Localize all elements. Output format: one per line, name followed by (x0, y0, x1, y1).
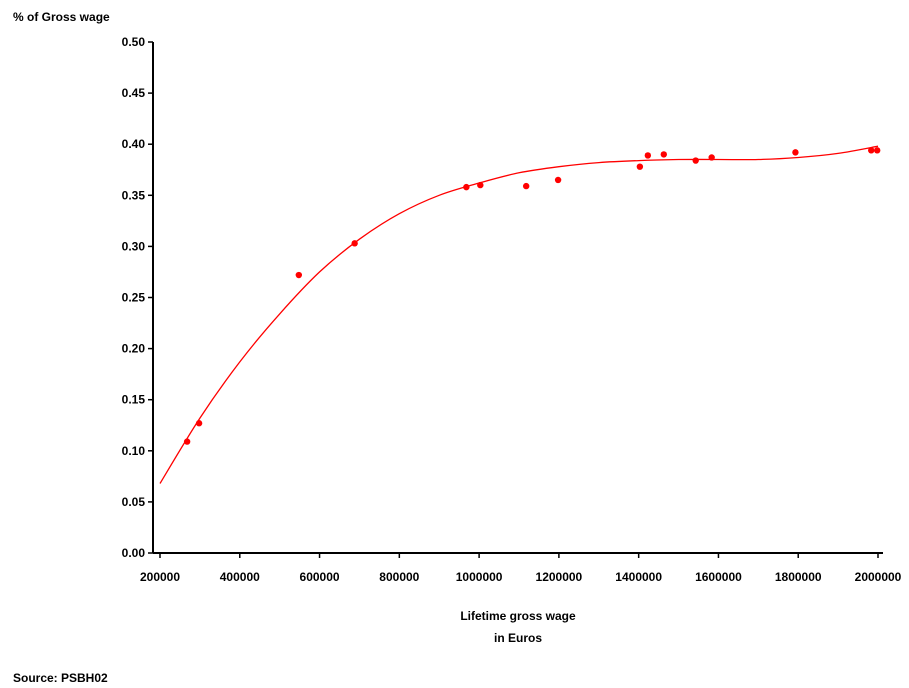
data-point (660, 151, 667, 158)
y-tick-label: 0.00 (122, 546, 146, 560)
x-tick-label: 1000000 (456, 570, 503, 584)
plot-axes (152, 42, 883, 554)
y-tick-label: 0.10 (122, 444, 146, 458)
data-point (636, 163, 644, 170)
x-tick-label: 200000 (140, 570, 180, 584)
data-point (522, 182, 530, 190)
x-tick-label: 800000 (379, 570, 419, 584)
x-tick-label: 1400000 (615, 570, 662, 584)
x-axis-title-line-1: Lifetime gross wage (460, 609, 576, 623)
y-tick-label: 0.25 (122, 291, 146, 305)
data-point (554, 176, 562, 184)
data-point (295, 271, 303, 279)
x-tick-label: 1600000 (695, 570, 742, 584)
data-point (477, 181, 484, 189)
x-tick-label: 600000 (300, 570, 340, 584)
x-tick-label: 2000000 (855, 570, 902, 584)
y-tick-label: 0.45 (122, 86, 146, 100)
data-point (692, 157, 699, 164)
data-point (644, 152, 652, 159)
data-point (183, 438, 191, 445)
data-point (351, 240, 358, 247)
y-tick-label: 0.20 (122, 342, 146, 356)
data-points (183, 147, 881, 445)
x-tick-label: 1800000 (775, 570, 822, 584)
x-axis-ticks: 200000 400000 600000 800000 1000000 1200000 14… (140, 553, 902, 584)
fit-curve-group (159, 145, 879, 484)
data-point (708, 154, 715, 161)
y-tick-label: 0.40 (122, 137, 146, 151)
x-tick-label: 1200000 (536, 570, 583, 584)
x-axis-title-line-2: in Euros (494, 631, 542, 645)
y-tick-label: 0.05 (122, 495, 146, 509)
data-point (463, 183, 470, 191)
data-point (868, 147, 875, 154)
data-point (195, 420, 203, 427)
fit-curve (159, 145, 879, 484)
source-note: Source: PSBH02 (13, 671, 108, 685)
y-tick-label: 0.15 (122, 393, 146, 407)
y-axis-ticks: 0.00 0.05 0.10 0.15 0.20 0.25 0.30 0.35 0.40 0.45… (122, 35, 153, 560)
y-tick-label: 0.35 (122, 188, 146, 202)
data-point (874, 147, 881, 154)
y-axis-title: % of Gross wage (13, 10, 110, 24)
y-tick-label: 0.50 (122, 35, 146, 49)
y-tick-label: 0.30 (122, 239, 146, 253)
data-point (792, 149, 799, 156)
x-tick-label: 400000 (220, 570, 260, 584)
